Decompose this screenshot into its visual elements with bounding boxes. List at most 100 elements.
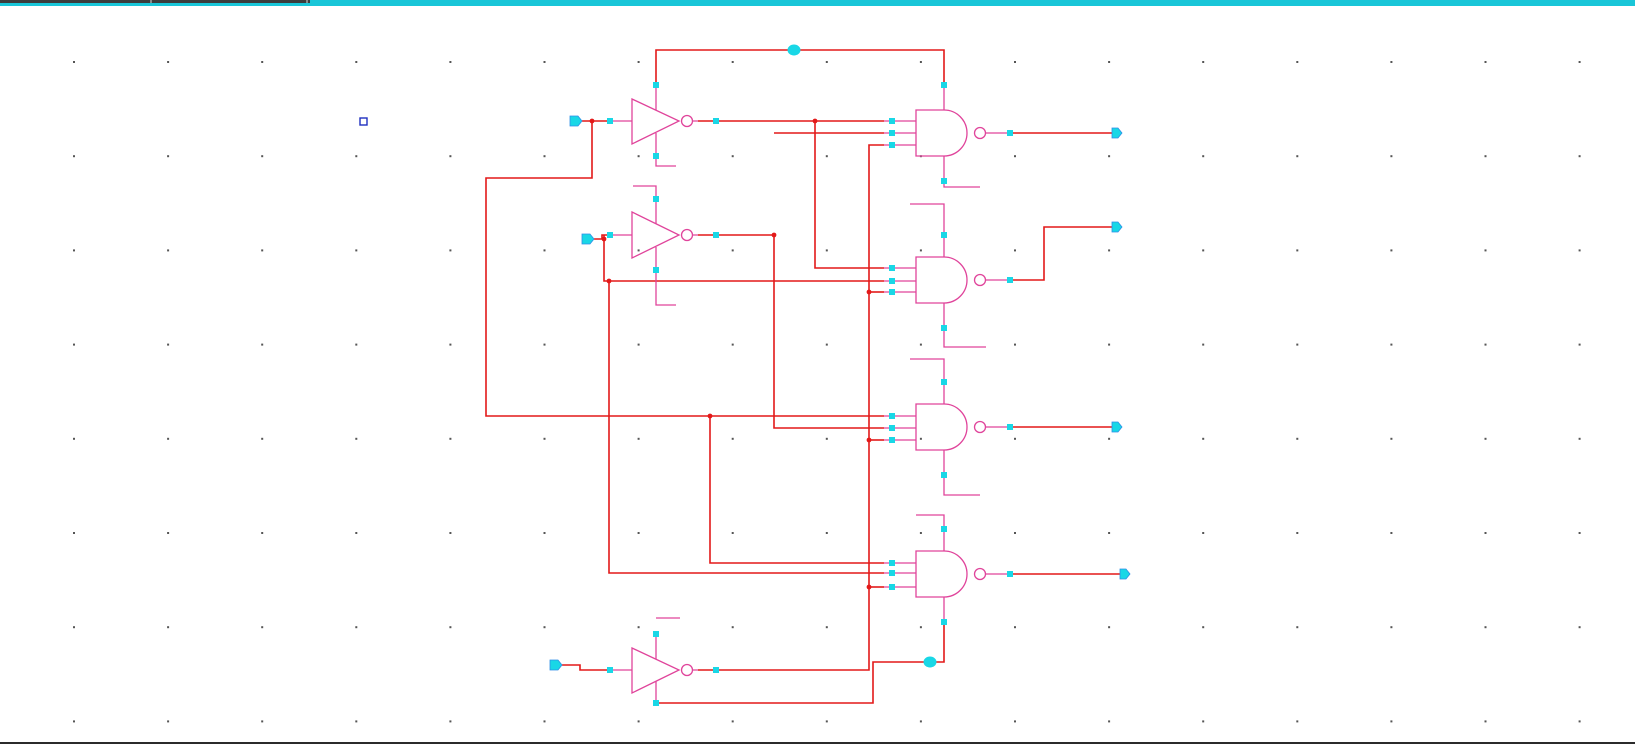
grid-dot — [1296, 437, 1299, 440]
grid-dot — [73, 532, 75, 534]
grid-dot — [825, 532, 828, 534]
grid-dot — [825, 437, 828, 440]
grid-dot — [919, 61, 922, 63]
grid-dot — [1296, 249, 1299, 252]
grid-dot — [1014, 249, 1016, 252]
grid-dot — [167, 155, 170, 158]
grid-dot — [355, 720, 358, 723]
grid-dot — [1578, 626, 1581, 629]
grid-dot — [1390, 626, 1393, 629]
selection-marker[interactable] — [359, 117, 368, 126]
grid-dot — [1296, 532, 1299, 534]
grid-dot — [1202, 249, 1205, 252]
schematic-drawing[interactable] — [0, 6, 1635, 742]
wire-output-2[interactable] — [1010, 226, 1112, 281]
grid-dot — [637, 626, 640, 629]
grid-dot — [1014, 155, 1016, 158]
grid-dot — [637, 437, 640, 440]
grid-dot — [825, 343, 828, 346]
grid-dot — [731, 437, 734, 440]
grid-dot — [543, 61, 546, 63]
wire-inv3-out[interactable] — [698, 144, 884, 671]
grid-dot — [1578, 532, 1581, 534]
input-port-b[interactable] — [581, 233, 595, 245]
grid-dot — [167, 626, 170, 629]
grid-dot — [1202, 626, 1205, 629]
grid-dot — [449, 61, 452, 63]
grid-dot — [449, 155, 452, 158]
grid-dot — [355, 437, 358, 440]
grid-dot — [919, 437, 922, 440]
grid-dot — [1578, 249, 1581, 252]
nand-gate-1[interactable] — [884, 85, 1010, 188]
wire-inv2-out[interactable] — [698, 234, 884, 429]
grid-dot — [261, 61, 264, 63]
wire-inv1-branch[interactable] — [814, 121, 884, 269]
inverter-2[interactable] — [610, 185, 698, 306]
inverter-1[interactable] — [610, 85, 698, 167]
grid-dot — [1014, 61, 1016, 63]
grid-dot — [261, 155, 264, 158]
wire-b-to-nand2[interactable] — [603, 235, 884, 282]
grid-dot — [1108, 720, 1111, 723]
inverter-3[interactable] — [610, 617, 698, 703]
grid-dot — [261, 343, 264, 346]
grid-dot — [1202, 61, 1205, 63]
wire-input-b[interactable] — [594, 234, 610, 240]
grid-dot — [73, 155, 75, 158]
grid-dot — [167, 532, 170, 534]
grid-dot — [167, 720, 170, 723]
grid-dot — [355, 626, 358, 629]
grid-dot — [167, 437, 170, 440]
grid-dot — [1578, 155, 1581, 158]
wire-a-to-nand4[interactable] — [709, 416, 884, 564]
wire-top-feedback[interactable] — [655, 49, 945, 85]
tab-strip[interactable] — [0, 0, 310, 3]
grid-dot — [1296, 343, 1299, 346]
wire-a-bus[interactable] — [485, 121, 884, 417]
grid-dot — [637, 343, 640, 346]
wire-bottom-loop[interactable] — [656, 625, 945, 704]
grid-dot — [731, 626, 734, 629]
grid-dot — [73, 343, 75, 346]
grid-dot — [1578, 343, 1581, 346]
nand-gate-4[interactable] — [884, 514, 1010, 625]
connector-node-bottom[interactable] — [923, 656, 937, 668]
grid-dot — [1014, 343, 1016, 346]
grid-dot — [1296, 155, 1299, 158]
input-port-a[interactable] — [569, 115, 583, 127]
grid-dot — [1484, 532, 1487, 534]
connector-node-top[interactable] — [787, 44, 801, 56]
grid-dot — [1578, 61, 1581, 63]
schematic-canvas[interactable] — [0, 6, 1635, 742]
grid-dot — [355, 61, 358, 63]
grid-dot — [637, 249, 640, 252]
wire-input-c[interactable] — [562, 664, 610, 671]
wire-b-to-nand4[interactable] — [608, 281, 884, 574]
output-port-4[interactable] — [1119, 568, 1131, 580]
output-port-3[interactable] — [1111, 421, 1123, 433]
grid-dot — [731, 61, 734, 63]
grid-dot — [355, 249, 358, 252]
grid-dot — [543, 343, 546, 346]
grid-dot — [731, 249, 734, 252]
grid-dot — [449, 532, 452, 534]
output-port-1[interactable] — [1111, 127, 1123, 139]
output-port-2[interactable] — [1111, 221, 1123, 233]
grid-dot — [731, 532, 734, 534]
grid-dot — [919, 249, 922, 252]
nand-gate-3[interactable] — [884, 358, 1010, 496]
grid-dot — [261, 437, 264, 440]
grid-dot — [167, 249, 170, 252]
input-port-c[interactable] — [549, 659, 563, 671]
inverters — [610, 85, 698, 703]
grid-dot — [731, 343, 734, 346]
nand-gate-2[interactable] — [884, 203, 1010, 348]
grid-dot — [1578, 437, 1581, 440]
grid-dot — [543, 155, 546, 158]
grid-dot — [1202, 532, 1205, 534]
grid-dot — [449, 720, 452, 723]
grid-dot — [1484, 155, 1487, 158]
grid-dot — [355, 155, 358, 158]
grid-dot — [449, 343, 452, 346]
